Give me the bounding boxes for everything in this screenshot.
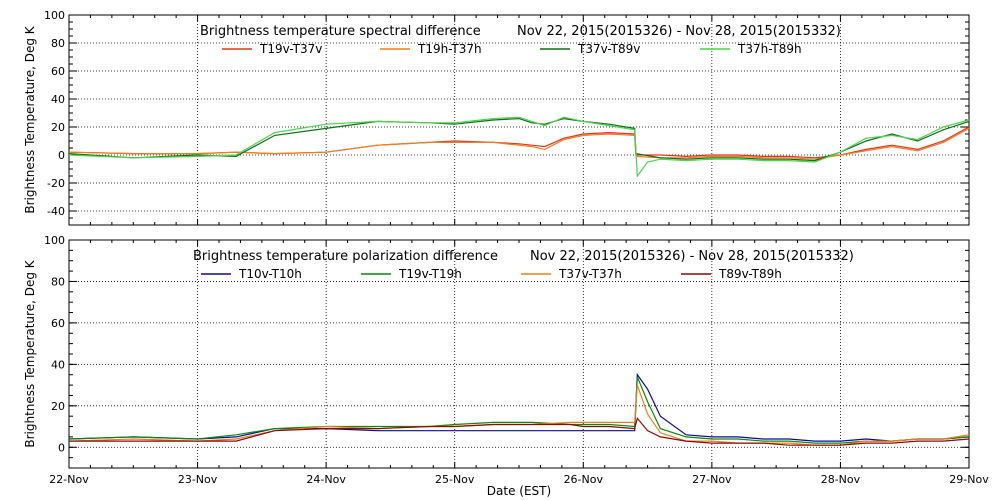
date-range: Nov 22, 2015(2015326) - Nov 28, 2015(201… [530, 249, 854, 264]
spectral-difference-panel: -40 -20 0 20 40 60 80 100 Brightness temperatur… [23, 9, 970, 226]
series-line-t89v-t89h [69, 417, 970, 446]
y-tick-label: 100 [44, 234, 65, 247]
x-tick-label: 26-Nov [564, 473, 604, 486]
legend: T10v-T10h T19v-T19h T37v-T37h T89v-T89h [201, 267, 782, 281]
legend-label: T37h-T89h [737, 42, 802, 56]
y-tick-label: 60 [51, 65, 65, 78]
y-tick-label: -40 [47, 205, 65, 218]
y-tick-labels: -40 -20 0 20 40 60 80 100 [44, 9, 65, 218]
x-tick-labels: 22-Nov 23-Nov 24-Nov 25-Nov 26-Nov 27-Nov 28-N… [49, 473, 989, 486]
y-tick-label: -20 [47, 177, 65, 190]
y-tick-label: 0 [58, 149, 65, 162]
x-axis-label: Date (EST) [487, 484, 551, 498]
y-tick-label: 20 [51, 400, 65, 413]
x-tick-label: 28-Nov [821, 473, 861, 486]
legend: T19v-T37v T19h-T37h T37v-T89v T37h-T89h [222, 42, 802, 56]
polarization-difference-panel: 0 20 40 60 80 100 22-Nov 23-Nov 24-Nov 25-Nov 26-… [23, 234, 989, 498]
gridlines [68, 14, 970, 226]
x-tick-label: 27-Nov [692, 473, 732, 486]
legend-label: T10v-T10h [238, 267, 302, 281]
series-lines [68, 116, 970, 178]
y-tick-label: 100 [44, 9, 65, 22]
date-range: Nov 22, 2015(2015326) - Nov 28, 2015(201… [517, 24, 841, 39]
legend-label: T89v-T89h [718, 267, 782, 281]
chart-title: Brightness temperature polarization diff… [193, 249, 498, 264]
y-tick-labels: 0 20 40 60 80 100 [44, 234, 65, 454]
legend-label: T37v-T37h [558, 267, 622, 281]
y-tick-label: 0 [58, 441, 65, 454]
y-tick-label: 80 [51, 275, 65, 288]
series-line-t37v-t37h [68, 384, 970, 446]
y-tick-label: 20 [51, 121, 65, 134]
x-tick-label: 22-Nov [49, 473, 89, 486]
legend-label: T37v-T89v [577, 42, 640, 56]
series-line-t37h-t89h [68, 116, 970, 178]
x-tick-label: 25-Nov [435, 473, 475, 486]
y-tick-label: 40 [51, 93, 65, 106]
x-tick-label: 24-Nov [306, 473, 346, 486]
legend-label: T19v-T37v [259, 42, 322, 56]
y-axis-label: Brightness Temperature, Deg K [23, 25, 37, 213]
legend-label: T19h-T37h [417, 42, 482, 56]
chart-title: Brightness temperature spectral differen… [200, 24, 481, 39]
y-tick-label: 60 [51, 317, 65, 330]
y-axis-label: Brightness Temperature, Deg K [23, 259, 37, 447]
y-tick-label: 80 [51, 37, 65, 50]
series-lines [68, 372, 970, 446]
legend-label: T19v-T19h [398, 267, 462, 281]
gridlines [68, 239, 970, 469]
series-line-t19h-t37h [68, 127, 970, 160]
y-tick-label: 40 [51, 358, 65, 371]
series-line-t10v-t10h [68, 372, 970, 442]
x-tick-label: 29-Nov [949, 473, 989, 486]
x-tick-label: 23-Nov [178, 473, 218, 486]
series-line-t19v-t19h [68, 376, 970, 444]
plot-frame [68, 14, 970, 226]
